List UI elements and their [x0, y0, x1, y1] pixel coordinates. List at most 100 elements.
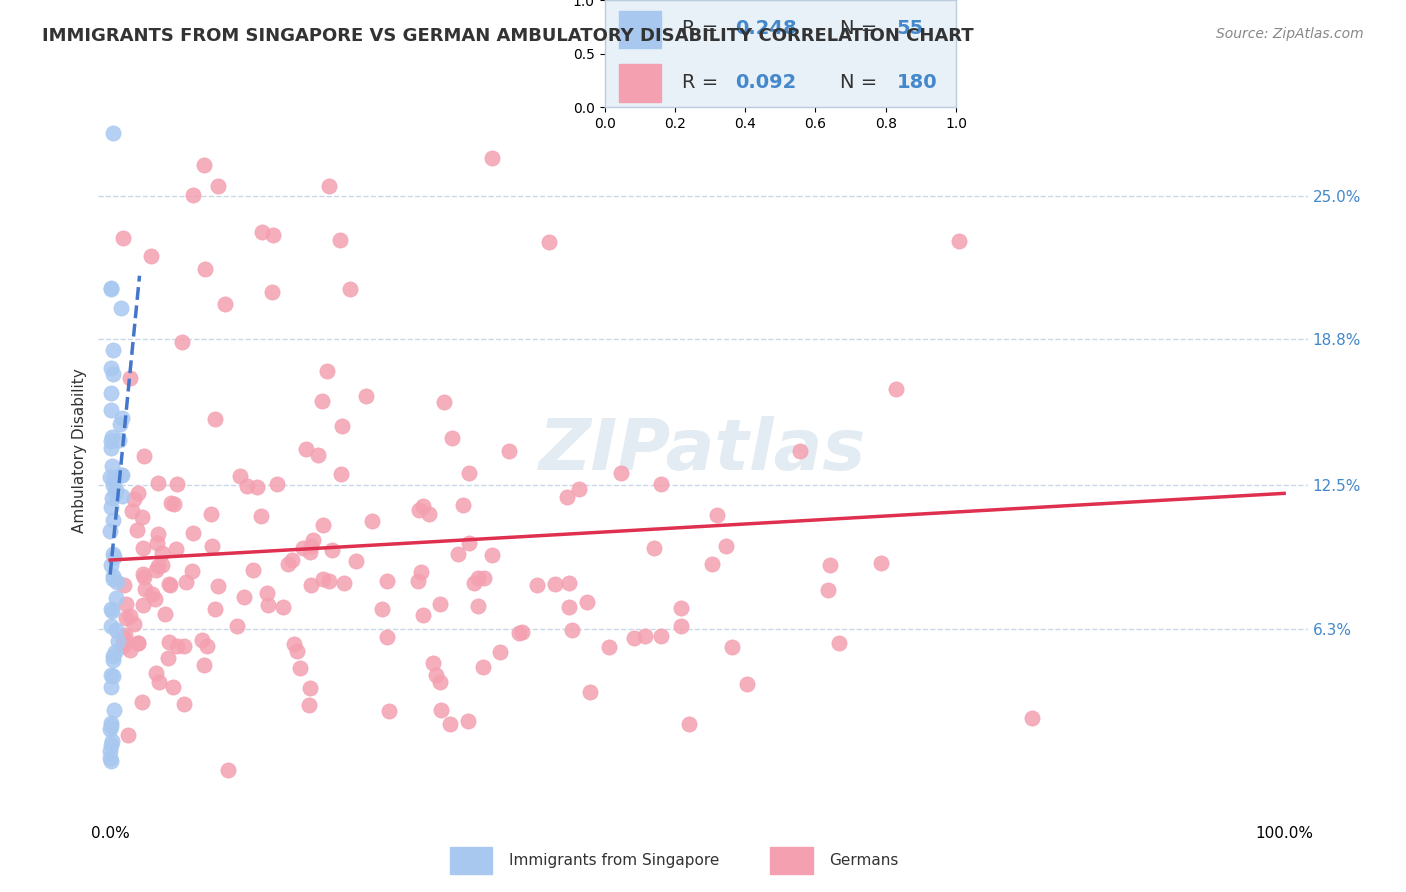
Point [262, 227, 284, 242]
Point [150, 558, 173, 572]
Point [558, 599, 581, 614]
Point [311, 394, 333, 409]
FancyBboxPatch shape [619, 64, 661, 102]
Point [538, 235, 561, 250]
Point [329, 233, 352, 247]
Point [101, 343, 124, 358]
Point [111, 489, 134, 503]
Text: Germans: Germans [830, 854, 898, 868]
Point [447, 547, 470, 561]
Point [159, 578, 181, 592]
Point [288, 661, 311, 675]
Point [104, 645, 127, 659]
Point [789, 444, 811, 458]
Point [200, 507, 222, 521]
Point [146, 476, 169, 491]
Point [101, 367, 124, 381]
Point [291, 541, 314, 555]
Point [669, 619, 692, 633]
Point [242, 563, 264, 577]
Point [252, 225, 274, 239]
Point [117, 728, 139, 742]
FancyBboxPatch shape [770, 847, 813, 874]
Point [114, 597, 136, 611]
Point [193, 658, 215, 673]
Point [174, 574, 197, 589]
Point [166, 476, 188, 491]
Point [312, 517, 335, 532]
Point [103, 550, 125, 565]
Point [869, 556, 891, 570]
Point [294, 442, 316, 456]
Point [104, 486, 127, 500]
Point [112, 230, 135, 244]
Text: R =: R = [682, 20, 724, 38]
Point [98, 751, 121, 765]
Point [330, 467, 353, 481]
Point [120, 609, 142, 624]
Point [201, 539, 224, 553]
Point [526, 578, 548, 592]
Point [125, 523, 148, 537]
Point [100, 434, 122, 448]
Point [498, 444, 520, 458]
Point [134, 582, 156, 596]
Text: 55: 55 [897, 20, 924, 38]
Point [100, 281, 122, 295]
Point [146, 527, 169, 541]
Point [678, 716, 700, 731]
Point [318, 179, 340, 194]
Point [204, 602, 226, 616]
Point [568, 482, 591, 496]
Point [371, 601, 394, 615]
Point [146, 559, 169, 574]
Point [132, 566, 155, 581]
Point [103, 478, 125, 492]
Point [100, 744, 122, 758]
Point [245, 480, 267, 494]
Point [439, 717, 461, 731]
Point [249, 508, 271, 523]
Point [283, 637, 305, 651]
Point [103, 649, 125, 664]
Point [100, 668, 122, 682]
Y-axis label: Ambulatory Disability: Ambulatory Disability [72, 368, 87, 533]
Point [100, 282, 122, 296]
Point [406, 574, 429, 589]
Point [143, 591, 166, 606]
Point [375, 574, 398, 588]
Point [107, 634, 129, 648]
Point [702, 557, 724, 571]
Point [100, 681, 122, 695]
Point [132, 541, 155, 556]
Point [141, 587, 163, 601]
Point [481, 548, 503, 562]
Point [330, 418, 353, 433]
Point [281, 553, 304, 567]
Point [489, 645, 512, 659]
Point [412, 608, 434, 623]
Text: Immigrants from Singapore: Immigrants from Singapore [509, 854, 720, 868]
Point [104, 591, 127, 606]
Point [643, 541, 665, 556]
Text: 0.092: 0.092 [734, 73, 796, 92]
Point [1021, 711, 1043, 725]
Point [127, 636, 149, 650]
Point [173, 697, 195, 711]
Point [101, 569, 124, 583]
Point [146, 536, 169, 550]
Point [298, 681, 321, 696]
Point [170, 334, 193, 349]
Point [467, 571, 489, 585]
Point [561, 623, 583, 637]
Point [166, 639, 188, 653]
Point [98, 524, 121, 539]
Point [100, 403, 122, 417]
Point [105, 575, 128, 590]
Point [127, 486, 149, 500]
Point [257, 598, 280, 612]
Point [195, 639, 218, 653]
Point [229, 468, 252, 483]
Point [458, 466, 481, 480]
Point [112, 578, 135, 592]
